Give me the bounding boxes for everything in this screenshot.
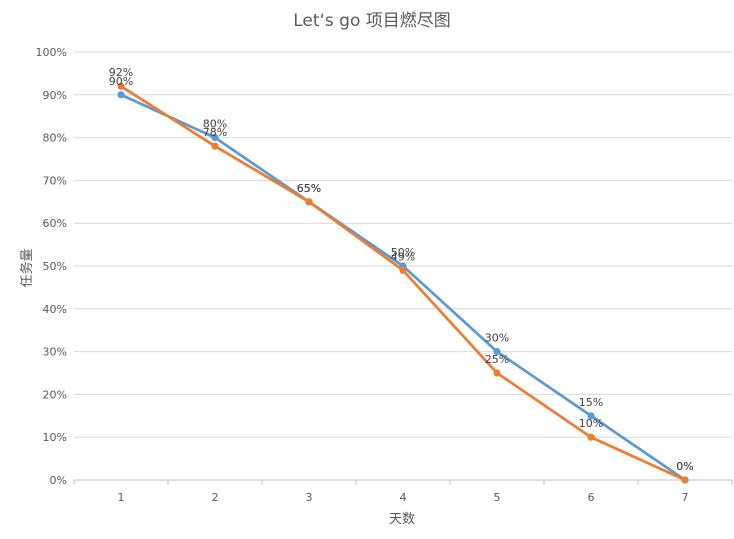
x-tick-label: 4	[400, 491, 407, 504]
y-tick-label: 10%	[43, 431, 67, 444]
chart-title: Let‘s go 项目燃尽图	[293, 11, 451, 31]
series-2-data-label: 0%	[676, 460, 693, 473]
series-1-point	[211, 134, 219, 142]
x-tick-label: 6	[588, 491, 595, 504]
data-labels: 90%80%65%50%30%15%0%92%78%65%49%25%10%0%	[109, 66, 694, 473]
y-tick-label: 0%	[50, 474, 67, 487]
series-1-point	[587, 412, 595, 420]
series-1-data-label: 30%	[485, 332, 509, 345]
series-1-data-label: 65%	[297, 182, 321, 195]
axes: 0% 10% 20% 30% 40% 50% 60% 70% 80% 90% 100% 1 2 3 4 5 6 7	[36, 46, 733, 504]
y-tick-label: 70%	[43, 174, 67, 187]
x-tick-label: 3	[306, 491, 313, 504]
gridlines	[74, 51, 732, 438]
series-2-point	[399, 266, 407, 274]
series-1-data-label: 80%	[203, 118, 227, 131]
series-2-data-label: 78%	[203, 126, 227, 139]
series-2-data-label: 49%	[391, 250, 415, 263]
y-tick-label: 20%	[43, 388, 67, 401]
y-tick-label: 50%	[43, 260, 67, 273]
series-2-point	[587, 433, 595, 441]
series-2-point	[493, 369, 501, 377]
y-tick-label: 30%	[43, 346, 67, 359]
series-2-data-label: 65%	[297, 182, 321, 195]
y-tick-label: 100%	[36, 46, 67, 59]
series-1-data-label: 0%	[676, 460, 693, 473]
y-tick-label: 60%	[43, 217, 67, 230]
series-2-point	[211, 142, 219, 150]
y-tick-label: 90%	[43, 89, 67, 102]
series-2-data-label: 92%	[109, 66, 133, 79]
x-tick-label: 7	[682, 491, 689, 504]
series-2-data-label: 25%	[485, 353, 509, 366]
y-axis-title: 任务量	[19, 248, 35, 287]
series-2-point	[117, 82, 125, 90]
series-1-data-label: 15%	[579, 396, 603, 409]
series-2-point	[305, 198, 313, 206]
series-2-point	[681, 476, 689, 484]
series-2-data-label: 10%	[579, 417, 603, 430]
x-tick-label: 2	[212, 491, 219, 504]
y-tick-label: 40%	[43, 303, 67, 316]
x-tick-label: 1	[118, 491, 125, 504]
y-tick-label: 80%	[43, 132, 67, 145]
x-tick-label: 5	[494, 491, 501, 504]
x-axis-title: 天数	[389, 512, 415, 527]
series-lines	[117, 82, 689, 484]
series-1-data-label: 90%	[109, 75, 133, 88]
series-1-point	[493, 348, 501, 356]
series-1-data-label: 50%	[391, 246, 415, 259]
series-1-point	[117, 91, 125, 99]
